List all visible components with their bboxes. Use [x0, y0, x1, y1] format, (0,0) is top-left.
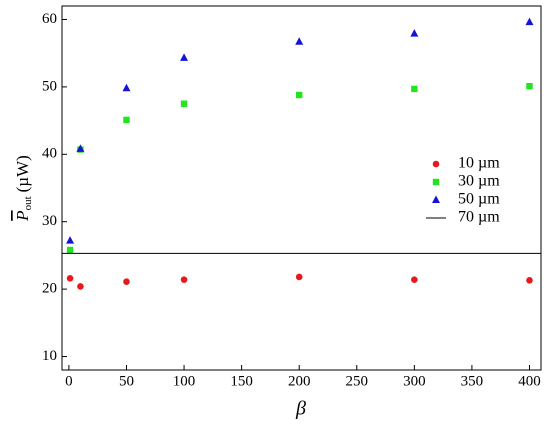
- point: [295, 91, 303, 99]
- x-tick-label: 250: [346, 373, 369, 389]
- point: [526, 83, 533, 90]
- point: [180, 276, 188, 283]
- point: [410, 29, 419, 37]
- legend-label: 70 µm: [458, 209, 500, 226]
- y-tick-label: 50: [42, 78, 57, 94]
- y-tick-label: 20: [42, 281, 57, 297]
- y-tick-label: 10: [42, 348, 57, 364]
- point: [66, 246, 74, 254]
- point: [66, 275, 74, 282]
- point: [77, 283, 84, 290]
- legend-label: 30 µm: [458, 173, 500, 190]
- point: [295, 273, 303, 281]
- y-tick-label: 40: [42, 146, 57, 162]
- point: [411, 85, 418, 93]
- x-tick-label: 400: [518, 373, 541, 389]
- point: [66, 236, 75, 244]
- x-tick-label: 300: [403, 373, 426, 389]
- legend-marker: [432, 160, 440, 168]
- point: [180, 53, 189, 61]
- point: [526, 277, 533, 284]
- legend-marker: [432, 195, 440, 203]
- legend-marker: [432, 178, 440, 186]
- legend-label: 10 µm: [458, 155, 500, 172]
- point: [76, 144, 85, 152]
- point: [122, 83, 131, 92]
- point: [180, 100, 188, 107]
- point: [295, 37, 304, 45]
- point: [123, 278, 130, 285]
- y-label-unit: (µW): [13, 155, 32, 192]
- x-axis-label: β: [295, 398, 306, 420]
- x-tick-label: 350: [461, 373, 484, 389]
- point: [525, 17, 534, 26]
- x-tick-label: 200: [288, 373, 311, 389]
- point: [123, 116, 130, 124]
- x-tick-label: 150: [230, 373, 253, 389]
- x-tick-label: 0: [65, 373, 73, 389]
- plot-frame: [61, 5, 542, 371]
- legend-label: 50 µm: [458, 191, 500, 208]
- y-tick-label: 30: [42, 213, 57, 229]
- y-tick-label: 60: [42, 11, 57, 27]
- x-tick-label: 100: [173, 373, 196, 389]
- y-label-subscript: out: [22, 196, 34, 210]
- y-axis-label: Pout (µW): [13, 155, 34, 222]
- y-label-symbol: P: [13, 210, 32, 221]
- point: [411, 276, 418, 283]
- x-tick-label: 50: [119, 373, 134, 389]
